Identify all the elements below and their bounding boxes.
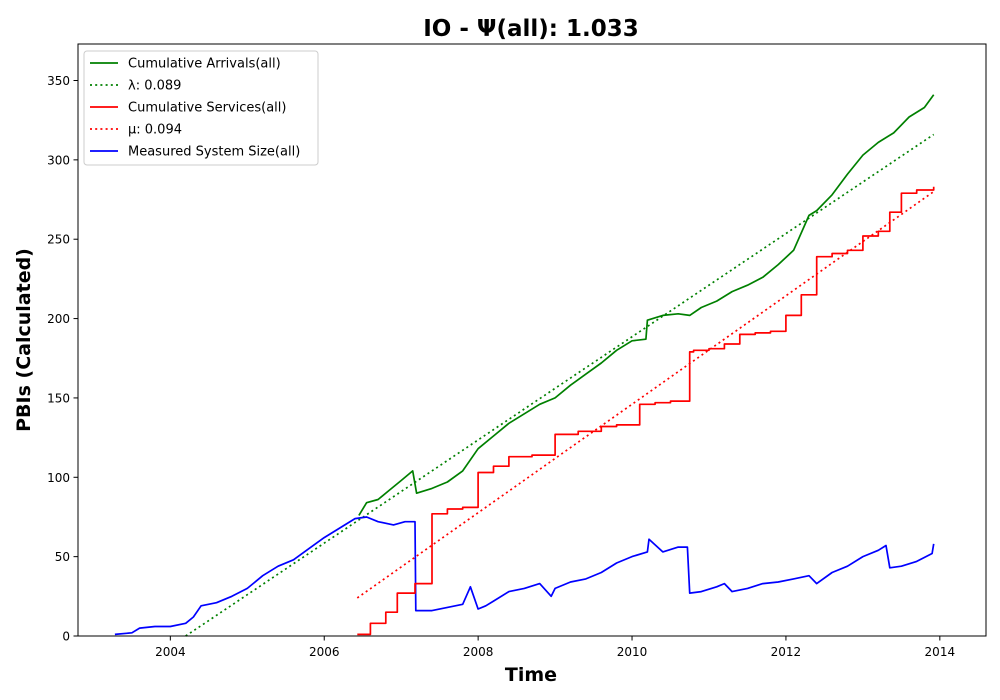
y-tick-label: 0: [62, 630, 70, 644]
y-axis-title: PBIs (Calculated): [13, 248, 35, 432]
series-line-cumulative-arrivals-all: [358, 94, 935, 516]
x-axis: 2004 2006 2008 2010 2012 2014: [155, 636, 955, 659]
x-tick-label: 2012: [771, 645, 802, 659]
y-tick-label: 150: [47, 391, 70, 405]
legend-label: Measured System Size(all): [128, 145, 300, 160]
y-tick-label: 100: [47, 471, 70, 485]
series-line-measured-system-size-all: [114, 516, 935, 636]
series-line-cumulative-services-all: [357, 186, 935, 636]
legend-label: λ: 0.089: [128, 79, 181, 94]
plot-frame: [77, 43, 987, 637]
y-axis: 0 50 100 150 200 250 300 350: [47, 74, 78, 644]
x-tick-label: 2008: [463, 645, 494, 659]
legend-label: Cumulative Arrivals(all): [128, 57, 281, 72]
legend: Cumulative Arrivals(all) λ: 0.089 Cumulati…: [83, 50, 319, 166]
series-layer: [114, 94, 935, 637]
series-line-0-089: [185, 133, 935, 637]
legend-items: Cumulative Arrivals(all) λ: 0.089 Cumulati…: [90, 57, 300, 160]
y-tick-label: 50: [55, 550, 70, 564]
legend-label: μ: 0.094: [128, 123, 182, 138]
x-tick-label: 2014: [925, 645, 956, 659]
legend-label: Cumulative Services(all): [128, 101, 286, 116]
x-tick-label: 2006: [309, 645, 340, 659]
series-line-0-094: [356, 190, 935, 599]
chart-title: IO - Ψ(all): 1.033: [423, 16, 638, 42]
x-tick-label: 2004: [155, 645, 186, 659]
y-tick-label: 350: [47, 74, 70, 88]
y-tick-label: 250: [47, 233, 70, 247]
legend-box: [83, 50, 319, 166]
x-axis-title: Time: [505, 664, 557, 686]
y-tick-label: 200: [47, 312, 70, 326]
y-tick-label: 300: [47, 153, 70, 167]
x-tick-label: 2010: [617, 645, 648, 659]
